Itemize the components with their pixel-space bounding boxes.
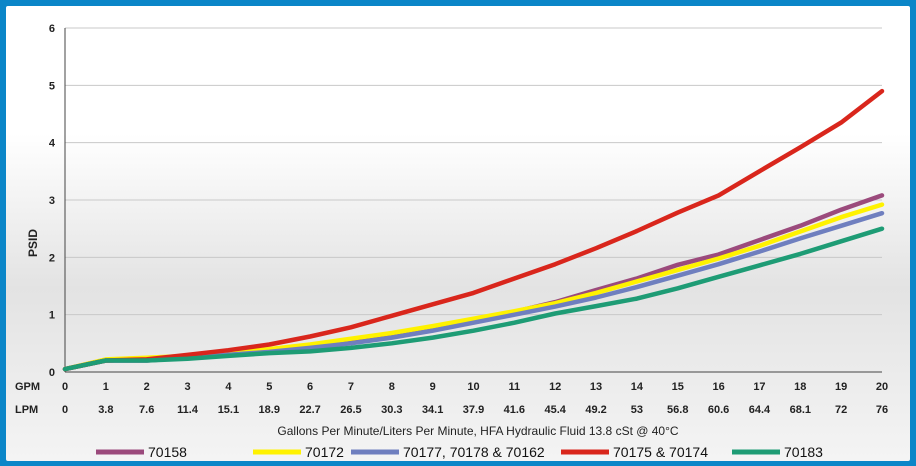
series-lines (62, 88, 885, 372)
x-tick-label-lpm: 11.4 (177, 404, 199, 416)
axes (64, 28, 882, 373)
x-tick-label-lpm: 37.9 (463, 404, 484, 416)
x-tick-label-lpm: 41.6 (504, 404, 525, 416)
x-tick-label-gpm: 2 (144, 381, 150, 393)
legend-label: 70158 (148, 444, 187, 460)
x-tick-label-lpm: 53 (631, 404, 643, 416)
x-tick-label-gpm: 0 (62, 381, 68, 393)
legend-label: 70183 (784, 444, 823, 460)
series-line-3 (62, 88, 885, 372)
x-tick-label-gpm: 19 (835, 381, 847, 393)
x-tick-label-gpm: 15 (672, 381, 684, 393)
legend-label: 70175 & 70174 (613, 444, 708, 460)
chart-panel: 0 1 2 3 4 5 6 GPM LPM 0 0 1 3.8 2 7.6 3 11.4 4 15.1 5 18.9 6 2… (6, 6, 910, 461)
legend-label: 70177, 70178 & 70162 (403, 444, 545, 460)
y-tick-label: 0 (49, 367, 55, 379)
x-tick-label-gpm: 17 (753, 381, 765, 393)
x-tick-label-gpm: 20 (876, 381, 888, 393)
x-tick-label-gpm: 4 (225, 381, 232, 393)
x-tick-label-gpm: 9 (430, 381, 436, 393)
series-line-0 (62, 193, 885, 372)
y-axis-label: PSID (26, 229, 40, 257)
x-tick-label-lpm: 76 (876, 404, 888, 416)
x-tick-label-lpm: 45.4 (544, 404, 566, 416)
x-axis-label: Gallons Per Minute/Liters Per Minute, HF… (277, 424, 678, 438)
x-tick-label-gpm: 13 (590, 381, 602, 393)
y-tick-label: 3 (49, 195, 55, 207)
y-tick-label: 1 (49, 310, 55, 322)
legend: 70158 70172 70177, 70178 & 70162 70175 & 70… (96, 444, 823, 460)
x-tick-label-lpm: 22.7 (299, 404, 320, 416)
y-tick-label: 4 (49, 138, 56, 150)
series-line-4 (62, 226, 885, 372)
y-tick-label: 5 (49, 80, 55, 92)
x-tick-label-lpm: 3.8 (98, 404, 113, 416)
x-tick-label-lpm: 49.2 (585, 404, 606, 416)
x-tick-label-lpm: 15.1 (218, 404, 239, 416)
x-tick-label-gpm: 7 (348, 381, 354, 393)
x-tick-label-gpm: 8 (389, 381, 395, 393)
x-tick-label-lpm: 30.3 (381, 404, 402, 416)
x-tick-label-lpm: 7.6 (139, 404, 154, 416)
x-tick-label-lpm: 18.9 (259, 404, 280, 416)
x-tick-label-gpm: 3 (184, 381, 190, 393)
x-tick-label-lpm: 56.8 (667, 404, 688, 416)
lpm-row-label: LPM (15, 404, 38, 416)
x-tick-label-lpm: 34.1 (422, 404, 443, 416)
x-tick-label-lpm: 72 (835, 404, 847, 416)
x-tick-label-gpm: 1 (103, 381, 109, 393)
x-tick-label-lpm: 26.5 (340, 404, 361, 416)
x-tick-label-lpm: 64.4 (749, 404, 771, 416)
tick-labels: 0123456GPMLPM0013.827.6311.4415.1518.962… (15, 23, 888, 416)
x-tick-label-gpm: 12 (549, 381, 561, 393)
x-tick-label-lpm: 0 (62, 404, 68, 416)
y-tick-label: 6 (49, 23, 55, 35)
x-tick-label-gpm: 5 (266, 381, 272, 393)
x-tick-label-gpm: 6 (307, 381, 313, 393)
x-tick-label-gpm: 14 (631, 381, 644, 393)
x-tick-label-gpm: 16 (712, 381, 724, 393)
x-tick-label-gpm: 11 (509, 381, 521, 393)
gpm-row-label: GPM (15, 381, 40, 393)
pressure-drop-chart: 0123456GPMLPM0013.827.6311.4415.1518.962… (15, 23, 888, 460)
x-tick-label-lpm: 68.1 (790, 404, 811, 416)
x-tick-label-gpm: 10 (467, 381, 479, 393)
series-line-1 (62, 202, 885, 372)
legend-label: 70172 (305, 444, 344, 460)
x-tick-label-lpm: 60.6 (708, 404, 729, 416)
grid-lines (65, 27, 882, 316)
x-tick-label-gpm: 18 (794, 381, 806, 393)
y-tick-label: 2 (49, 252, 55, 264)
